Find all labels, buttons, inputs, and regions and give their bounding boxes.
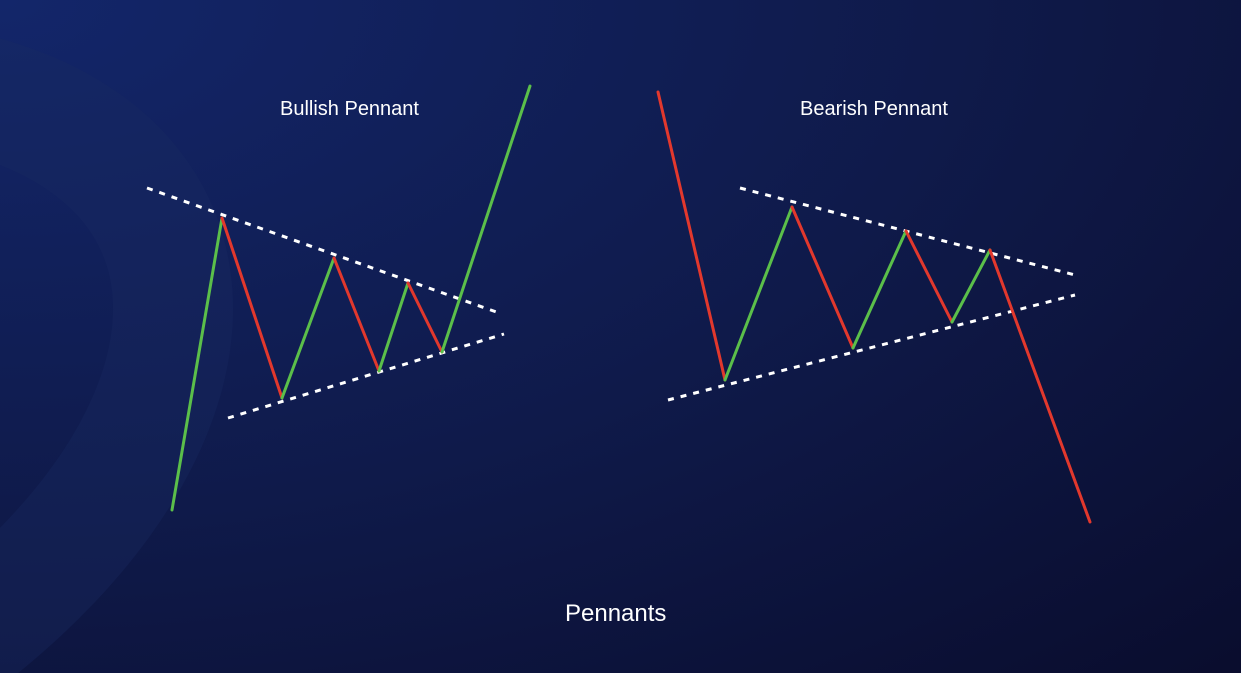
footer-title: Pennants <box>565 600 666 628</box>
bearish-pennant-label: Bearish Pennant <box>800 98 948 121</box>
bullish-pennant-label: Bullish Pennant <box>280 98 419 121</box>
pennants-infographic: Bullish Pennant Bearish Pennant Pennants <box>0 0 1241 673</box>
chart-svg <box>0 0 1241 673</box>
